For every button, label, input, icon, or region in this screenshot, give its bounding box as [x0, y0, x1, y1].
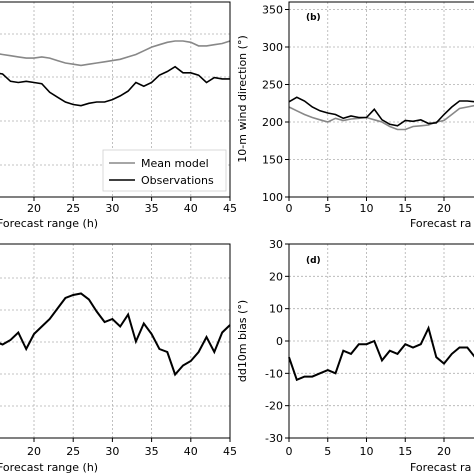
- panel-b-xtick-label: 15: [398, 202, 412, 215]
- panel-b-letter: (b): [306, 13, 321, 23]
- panel-b-xtick-label: 10: [360, 202, 374, 215]
- panel-b-ytick-label: 200: [262, 116, 283, 129]
- legend-observations-label: Observations: [141, 174, 214, 187]
- panel-a-xtick-label: 20: [27, 202, 41, 215]
- panel-c-xtick-label: 35: [145, 445, 159, 458]
- panel-d-xtick-label: 5: [324, 445, 331, 458]
- panel-d-ytick-label: -20: [265, 400, 283, 413]
- panel-c-xlabel: Forecast range (h): [0, 461, 98, 474]
- legend-box: [102, 149, 227, 192]
- panel-c-xtick-label: 30: [105, 445, 119, 458]
- panel-d-letter: (d): [306, 256, 321, 266]
- legend-mean-model-label: Mean model: [141, 157, 209, 170]
- panel-d-ylabel: dd10m bias (°): [236, 300, 249, 382]
- panel-b-frame: [288, 1, 474, 198]
- panel-d-ytick-label: 0: [276, 335, 283, 348]
- panel-d-xtick-label: 10: [360, 445, 374, 458]
- panel-d-ytick-label: 20: [269, 270, 283, 283]
- panel-d: 0 5 10 15 20 -30 -20 -10 0 10 20 30 (d) dd10m bias…: [236, 238, 474, 474]
- panel-c: 20 25 30 35 40 45 Forecast range (h): [0, 243, 237, 474]
- panel-a-xtick-label: 35: [145, 202, 159, 215]
- panel-d-ytick-label: -10: [265, 367, 283, 380]
- series-observations-line: [0, 65, 230, 107]
- panel-c-xtick-label: 45: [223, 445, 237, 458]
- panel-c-frame: [0, 243, 231, 439]
- panel-b-xtick-label: 5: [324, 202, 331, 215]
- panel-a-xlabel: Forecast range (h): [0, 217, 98, 230]
- panel-b-ylabel: 10-m wind direction (°): [236, 35, 249, 162]
- panel-d-xlabel: Forecast ra: [410, 461, 471, 474]
- panel-a-xtick-label: 25: [66, 202, 80, 215]
- panel-c-xtick-label: 20: [27, 445, 41, 458]
- legend: Mean model Observations: [102, 149, 227, 192]
- panel-c-xtick-label: 40: [184, 445, 198, 458]
- panel-a: 20 25 30 35 40 45 Forecast range (h) Mean mod…: [0, 1, 237, 230]
- series-observations-line: [288, 325, 474, 382]
- panel-d-ytick-label: 10: [269, 303, 283, 316]
- panel-b-ytick-label: 300: [262, 41, 283, 54]
- panel-b-xlabel: Forecast ra: [410, 217, 471, 230]
- panel-a-frame: [0, 1, 231, 198]
- panel-b-ytick-label: 150: [262, 154, 283, 167]
- series-observations-line: [0, 292, 231, 377]
- series-mean-model-line: [0, 40, 231, 67]
- panel-d-ytick-label: 30: [269, 238, 283, 251]
- panel-a-xtick-label: 45: [223, 202, 237, 215]
- series-mean-model-line: [288, 104, 474, 131]
- panel-d-ytick-label: -30: [265, 432, 283, 445]
- panel-b-ytick-label: 250: [262, 79, 283, 92]
- series-observations-line: [288, 96, 474, 127]
- panel-d-xtick-label: 0: [286, 445, 293, 458]
- panel-d-xtick-label: 20: [437, 445, 451, 458]
- panel-a-xtick-label: 30: [105, 202, 119, 215]
- panel-b-xtick-label: 20: [437, 202, 451, 215]
- panel-d-xtick-label: 15: [398, 445, 412, 458]
- panel-b-xtick-label: 0: [286, 202, 293, 215]
- panel-c-xtick-label: 25: [66, 445, 80, 458]
- panel-a-xtick-label: 40: [184, 202, 198, 215]
- panel-b-ytick-label: 100: [262, 191, 283, 204]
- panel-b: 0 5 10 15 20 100 150 200 250 300 350 (b) 10-m win…: [236, 1, 474, 230]
- panel-b-ytick-label: 350: [262, 4, 283, 17]
